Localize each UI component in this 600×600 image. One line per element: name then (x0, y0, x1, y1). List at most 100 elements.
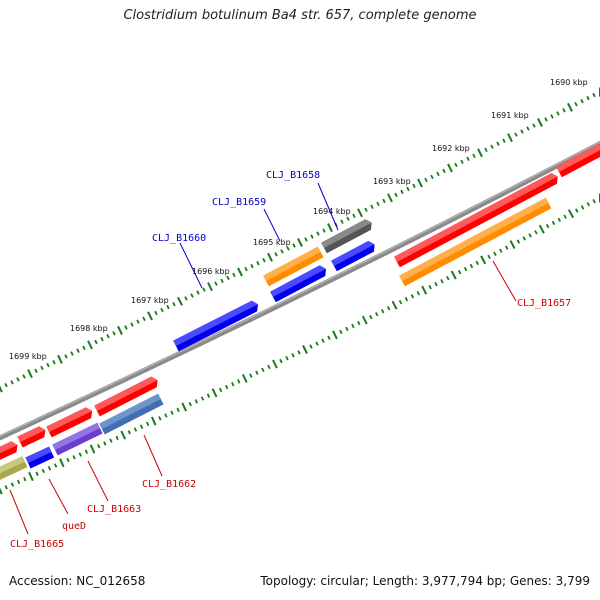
minor-tick (249, 373, 253, 378)
minor-tick (34, 368, 38, 374)
major-tick (538, 224, 545, 234)
minor-tick (563, 214, 567, 219)
minor-tick (551, 220, 556, 226)
minor-tick (188, 402, 192, 407)
minor-tick (176, 407, 180, 413)
gene-feature[interactable] (331, 239, 377, 272)
minor-tick (475, 260, 480, 266)
major-tick (507, 133, 513, 143)
minor-tick (52, 359, 56, 365)
gene-feature[interactable] (321, 217, 374, 254)
minor-tick (267, 364, 271, 370)
gene-feature[interactable] (270, 264, 329, 303)
minor-tick (386, 305, 391, 311)
minor-tick (109, 438, 113, 443)
minor-tick (127, 430, 131, 435)
minor-tick (196, 290, 200, 295)
major-tick (421, 285, 428, 295)
gene-feature[interactable] (99, 393, 164, 435)
minor-tick (76, 348, 80, 353)
minor-tick (4, 382, 8, 388)
minor-tick (404, 296, 409, 302)
major-tick (332, 330, 338, 340)
gene-label[interactable]: queD (62, 521, 86, 532)
gene-label[interactable]: CLJ_B1665 (10, 539, 64, 550)
minor-tick (130, 322, 134, 327)
minor-tick (310, 234, 314, 239)
minor-tick (580, 205, 585, 210)
minor-tick (226, 275, 230, 281)
major-tick (357, 208, 363, 218)
minor-tick (550, 114, 554, 119)
minor-tick (218, 387, 223, 393)
minor-tick (398, 299, 403, 305)
gene-label[interactable]: CLJ_B1662 (142, 479, 196, 490)
outer-tick-ring (0, 87, 600, 393)
kbp-label: 1697 kbp (131, 296, 169, 305)
gene-label[interactable]: CLJ_B1663 (87, 504, 141, 515)
minor-tick (304, 237, 308, 242)
gene-feature[interactable] (394, 171, 560, 268)
gene-feature[interactable] (263, 246, 324, 287)
minor-tick (380, 308, 385, 314)
gene-feature[interactable] (46, 406, 94, 438)
major-tick (567, 209, 574, 219)
minor-tick (172, 301, 176, 307)
minor-tick (40, 365, 44, 371)
gene-label[interactable]: CLJ_B1659 (212, 197, 266, 208)
gene-feature[interactable] (0, 456, 28, 482)
minor-tick (460, 159, 464, 165)
minor-tick (94, 339, 98, 345)
gene-label[interactable]: CLJ_B1660 (152, 233, 206, 244)
minor-tick (442, 168, 446, 174)
minor-tick (440, 278, 444, 284)
kbp-label: 1690 kbp (550, 78, 588, 87)
minor-tick (406, 186, 410, 192)
gene-label[interactable]: CLJ_B1658 (266, 170, 320, 181)
gene-feature[interactable] (17, 425, 47, 448)
gene-feature[interactable] (399, 197, 552, 287)
major-tick (241, 373, 248, 383)
gene-label[interactable]: CLJ_B1657 (517, 298, 571, 309)
minor-tick (194, 399, 199, 404)
kbp-label: 1693 kbp (373, 177, 411, 186)
minor-tick (237, 379, 241, 384)
minor-tick (244, 266, 248, 272)
gene-feature[interactable] (173, 299, 260, 352)
minor-tick (469, 263, 474, 269)
minor-tick (82, 345, 86, 351)
minor-tick (545, 223, 550, 229)
minor-tick (514, 132, 518, 137)
minor-tick (528, 233, 532, 238)
minor-tick (200, 396, 205, 401)
major-tick (147, 311, 153, 321)
major-tick (87, 340, 93, 350)
major-tick (181, 402, 188, 412)
gene-feature[interactable] (556, 142, 600, 178)
kbp-label: 1696 kbp (192, 267, 230, 276)
kbp-scale-labels: 1690 kbp 1691 kbp 1692 kbp 1693 kbp 1694… (9, 78, 588, 361)
minor-tick (23, 476, 27, 482)
minor-tick (520, 129, 524, 134)
gene-feature[interactable] (25, 446, 55, 469)
minor-tick (309, 344, 313, 349)
minor-tick (22, 374, 26, 379)
minor-tick (66, 457, 70, 463)
gene-feature[interactable] (94, 375, 160, 417)
gene-feature[interactable] (52, 422, 103, 456)
minor-tick (562, 108, 566, 113)
major-tick (272, 359, 278, 369)
minor-tick (280, 249, 284, 254)
minor-tick (158, 416, 162, 421)
minor-tick (184, 296, 188, 301)
minor-tick (64, 354, 68, 359)
gene-feature[interactable] (0, 440, 20, 462)
minor-tick (322, 228, 326, 233)
minor-tick (490, 144, 494, 149)
minor-tick (124, 325, 128, 330)
minor-tick (544, 117, 548, 122)
minor-tick (291, 353, 295, 358)
minor-tick (575, 208, 579, 213)
minor-tick (224, 384, 229, 390)
minor-tick (232, 272, 236, 278)
